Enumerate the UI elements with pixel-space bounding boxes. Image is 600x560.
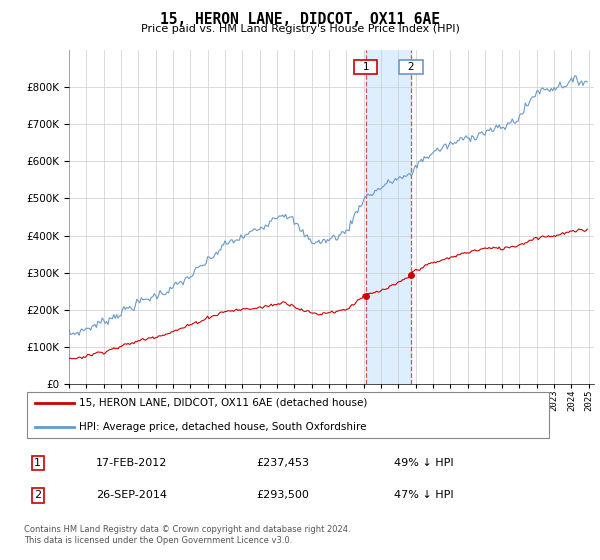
Text: 17-FEB-2012: 17-FEB-2012 [96, 458, 167, 468]
Text: 2: 2 [34, 491, 41, 501]
Text: 49% ↓ HPI: 49% ↓ HPI [394, 458, 454, 468]
Text: £293,500: £293,500 [256, 491, 309, 501]
Text: HPI: Average price, detached house, South Oxfordshire: HPI: Average price, detached house, Sout… [79, 422, 367, 432]
FancyBboxPatch shape [26, 392, 550, 438]
Text: Contains HM Land Registry data © Crown copyright and database right 2024.
This d: Contains HM Land Registry data © Crown c… [24, 525, 350, 545]
Text: 47% ↓ HPI: 47% ↓ HPI [394, 491, 454, 501]
Text: 1: 1 [34, 458, 41, 468]
Bar [365, 50, 411, 384]
Text: 15, HERON LANE, DIDCOT, OX11 6AE (detached house): 15, HERON LANE, DIDCOT, OX11 6AE (detach… [79, 398, 368, 408]
Text: Price paid vs. HM Land Registry's House Price Index (HPI): Price paid vs. HM Land Registry's House … [140, 24, 460, 34]
Text: £237,453: £237,453 [256, 458, 309, 468]
Text: 2: 2 [401, 62, 421, 72]
Text: 15, HERON LANE, DIDCOT, OX11 6AE: 15, HERON LANE, DIDCOT, OX11 6AE [160, 12, 440, 27]
Text: 1: 1 [356, 62, 376, 72]
Text: 26-SEP-2014: 26-SEP-2014 [96, 491, 167, 501]
